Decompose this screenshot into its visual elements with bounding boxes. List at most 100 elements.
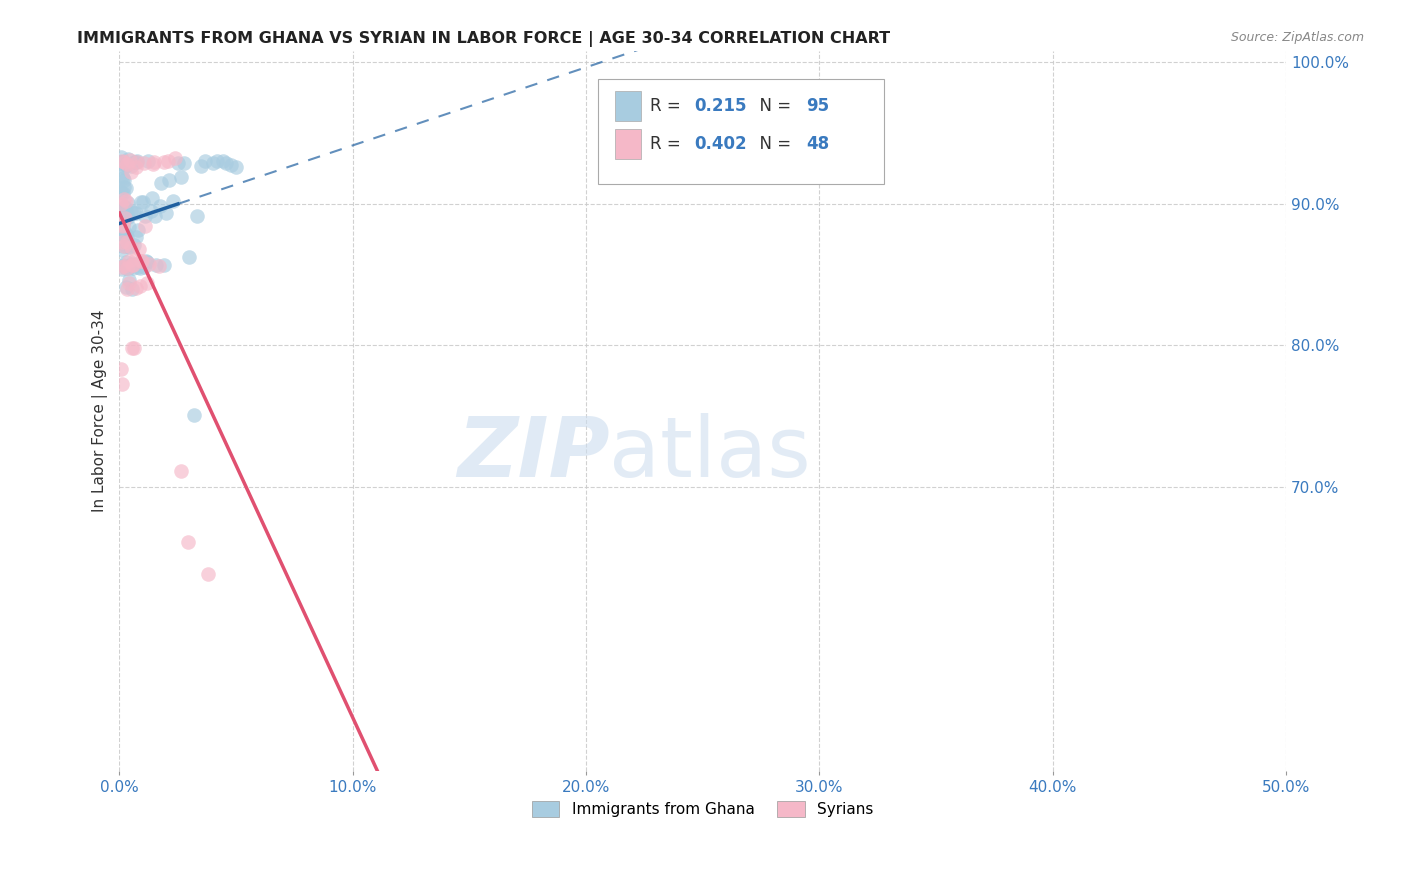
Point xyxy=(120,165,142,179)
Point xyxy=(115,282,138,296)
Point xyxy=(162,194,184,209)
Point xyxy=(127,260,149,274)
Point xyxy=(117,260,139,275)
Text: N =: N = xyxy=(749,136,797,153)
Point xyxy=(129,194,152,209)
Point xyxy=(136,255,159,269)
Point xyxy=(170,169,193,184)
Point xyxy=(125,206,148,220)
Point xyxy=(111,377,134,392)
Point xyxy=(112,157,135,171)
Point xyxy=(118,254,141,268)
Point xyxy=(118,260,141,274)
Point xyxy=(124,253,146,268)
Point xyxy=(132,155,155,169)
Point xyxy=(190,159,212,173)
Point xyxy=(112,239,135,253)
Point xyxy=(124,281,146,295)
Bar xyxy=(616,129,641,160)
Point xyxy=(118,277,141,291)
Point xyxy=(183,408,205,422)
Point xyxy=(115,255,138,269)
Point xyxy=(111,222,134,236)
Point xyxy=(153,155,176,169)
Point xyxy=(121,240,143,254)
Point xyxy=(118,238,141,252)
Point xyxy=(131,254,153,268)
Point xyxy=(110,197,132,211)
Point xyxy=(112,259,135,273)
Point xyxy=(110,260,132,274)
Point xyxy=(115,235,138,250)
Point xyxy=(111,202,134,217)
Point xyxy=(145,259,167,273)
Point xyxy=(112,227,135,242)
Point xyxy=(121,282,143,296)
Text: R =: R = xyxy=(650,136,686,153)
Point xyxy=(163,151,186,165)
Point xyxy=(114,194,136,208)
Point xyxy=(114,206,136,220)
Point xyxy=(186,209,208,223)
Point xyxy=(122,342,145,356)
Point xyxy=(110,150,132,164)
Point xyxy=(177,535,200,549)
Point xyxy=(118,240,141,254)
Text: R =: R = xyxy=(650,97,686,115)
Point xyxy=(132,260,155,275)
Point xyxy=(117,219,139,234)
Point xyxy=(135,254,157,268)
Point xyxy=(156,153,179,168)
Point xyxy=(112,219,135,233)
Point xyxy=(111,198,134,212)
Text: Source: ZipAtlas.com: Source: ZipAtlas.com xyxy=(1230,31,1364,45)
Text: 0.402: 0.402 xyxy=(695,136,747,153)
Point xyxy=(124,257,146,271)
Point xyxy=(122,261,145,276)
Point xyxy=(211,154,233,169)
Point xyxy=(111,227,134,242)
Point xyxy=(114,211,136,225)
Point xyxy=(111,258,134,272)
Point xyxy=(173,156,195,170)
Point xyxy=(117,196,139,211)
Point xyxy=(122,259,145,273)
Point xyxy=(111,235,134,250)
Point xyxy=(128,242,150,256)
Point xyxy=(115,158,138,172)
Point xyxy=(142,157,165,171)
Point xyxy=(110,155,132,169)
Point xyxy=(112,215,135,229)
Text: atlas: atlas xyxy=(609,413,811,494)
Point xyxy=(111,169,134,183)
Text: 0.215: 0.215 xyxy=(695,97,747,115)
Point xyxy=(110,185,132,199)
Text: 95: 95 xyxy=(807,97,830,115)
Point xyxy=(127,222,149,236)
Point xyxy=(112,201,135,215)
FancyBboxPatch shape xyxy=(598,79,883,184)
Legend: Immigrants from Ghana, Syrians: Immigrants from Ghana, Syrians xyxy=(531,801,873,817)
Point xyxy=(139,204,162,219)
Point xyxy=(115,280,138,294)
Point xyxy=(111,155,134,169)
Point xyxy=(197,566,219,581)
Point xyxy=(125,154,148,169)
Point xyxy=(110,361,132,376)
Point xyxy=(111,154,134,169)
Point xyxy=(114,181,136,195)
Point xyxy=(143,209,166,223)
Point xyxy=(157,173,180,187)
Point xyxy=(134,209,156,223)
Text: ZIP: ZIP xyxy=(457,413,609,494)
Point xyxy=(114,154,136,169)
Point xyxy=(121,258,143,272)
Point xyxy=(136,154,159,169)
Point xyxy=(121,341,143,355)
Point xyxy=(115,206,138,220)
Point xyxy=(115,261,138,276)
Point xyxy=(135,277,157,291)
Point xyxy=(202,156,225,170)
Point xyxy=(114,227,136,241)
Point xyxy=(115,157,138,171)
